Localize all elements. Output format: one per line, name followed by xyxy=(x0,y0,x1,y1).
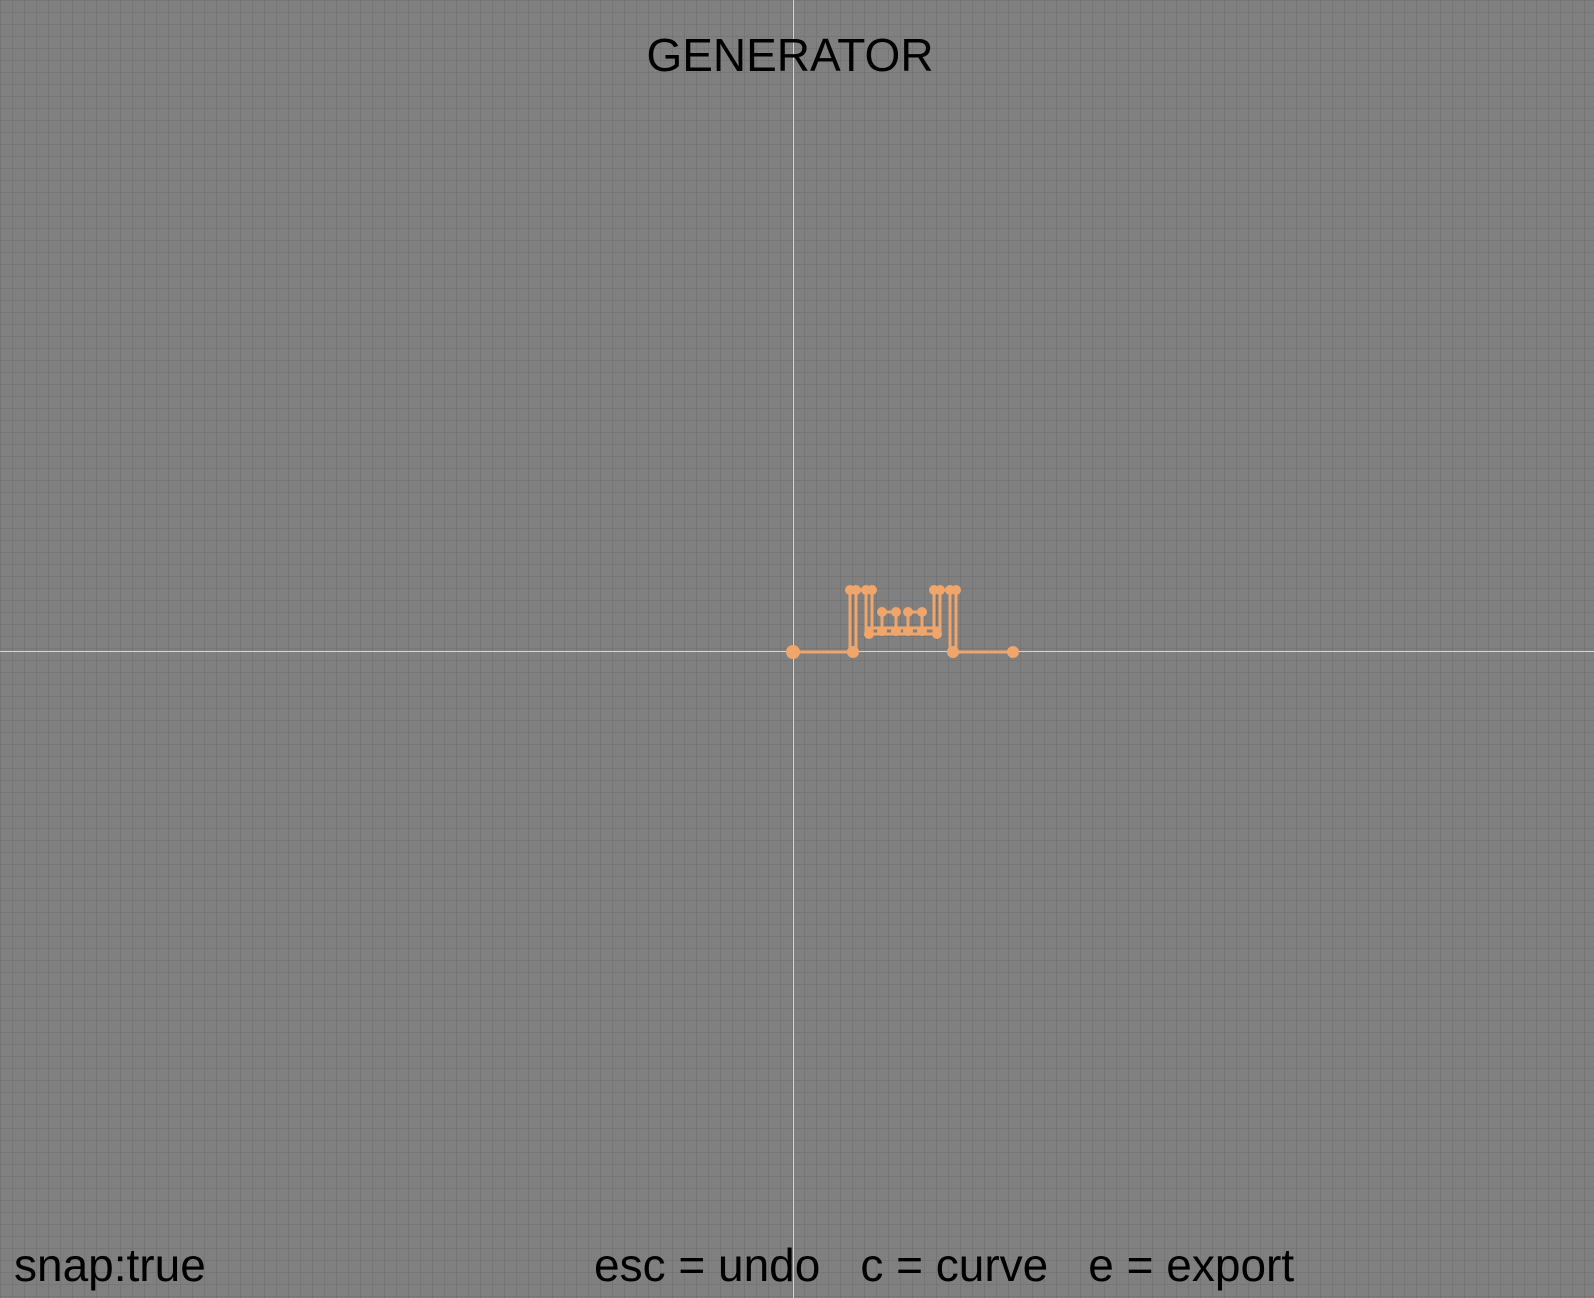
shortcut-curve: c = curve xyxy=(860,1239,1049,1291)
snap-status: snap:true xyxy=(14,1239,206,1291)
shortcut-undo: esc = undo xyxy=(594,1239,821,1291)
app-title: GENERATOR xyxy=(646,29,934,81)
shortcut-export: e = export xyxy=(1088,1239,1295,1291)
shortcut-bar: esc = undo c = curve e = export xyxy=(594,1238,1294,1292)
